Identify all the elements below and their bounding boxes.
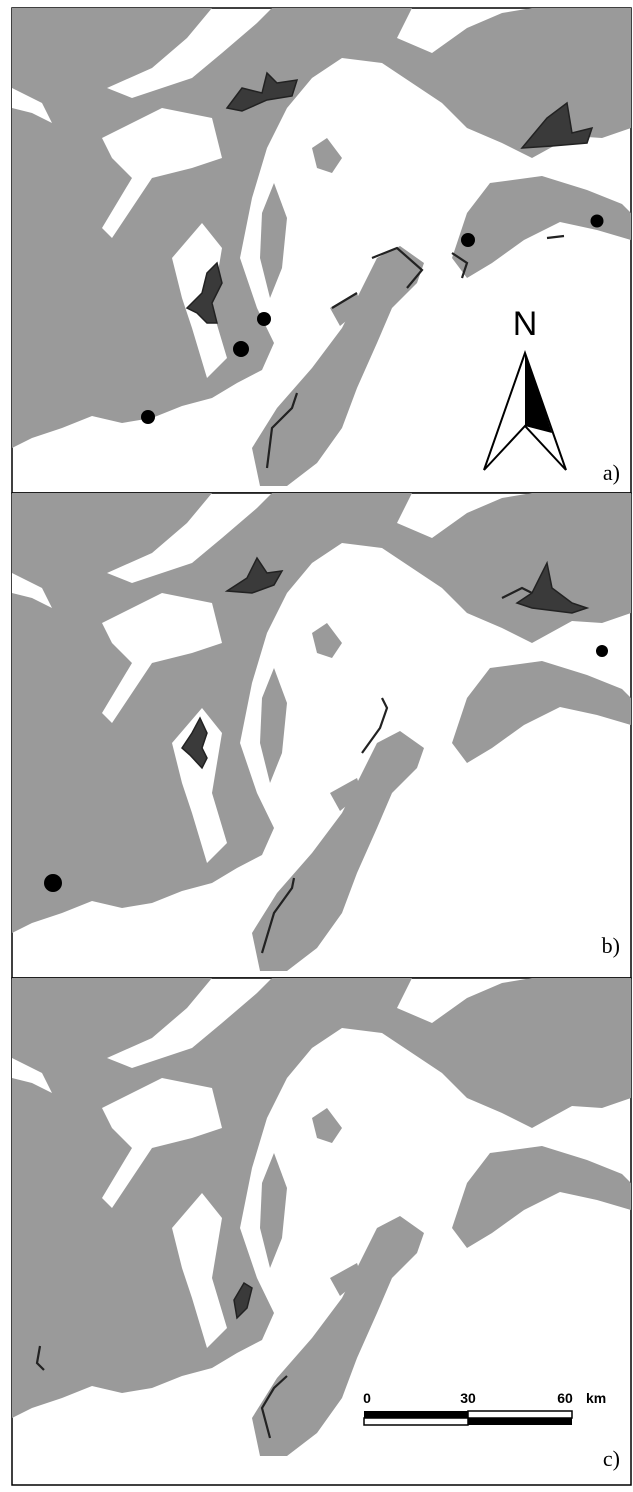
- site: [257, 312, 271, 326]
- scale-tick-label: 30: [460, 1390, 476, 1406]
- panel-label: c): [603, 1446, 620, 1471]
- scale-tick-label: 60: [557, 1390, 573, 1406]
- site: [233, 341, 249, 357]
- panel-b: b): [12, 493, 631, 978]
- site: [596, 645, 608, 657]
- scale-tick-label: 0: [363, 1390, 371, 1406]
- panel-a: N a): [12, 8, 631, 493]
- site: [141, 410, 155, 424]
- page: {"panels": [{"label": "a)"}, {"label": "…: [0, 0, 633, 1492]
- panel-c: 0 30 60 km c): [12, 978, 631, 1485]
- site: [461, 233, 475, 247]
- site: [44, 874, 62, 892]
- figure: N a) b) 0 30 60: [0, 0, 633, 1492]
- panel-label: a): [603, 460, 620, 485]
- site: [591, 215, 604, 228]
- north-label: N: [513, 305, 538, 343]
- scale-unit: km: [586, 1390, 606, 1406]
- panel-label: b): [602, 933, 620, 958]
